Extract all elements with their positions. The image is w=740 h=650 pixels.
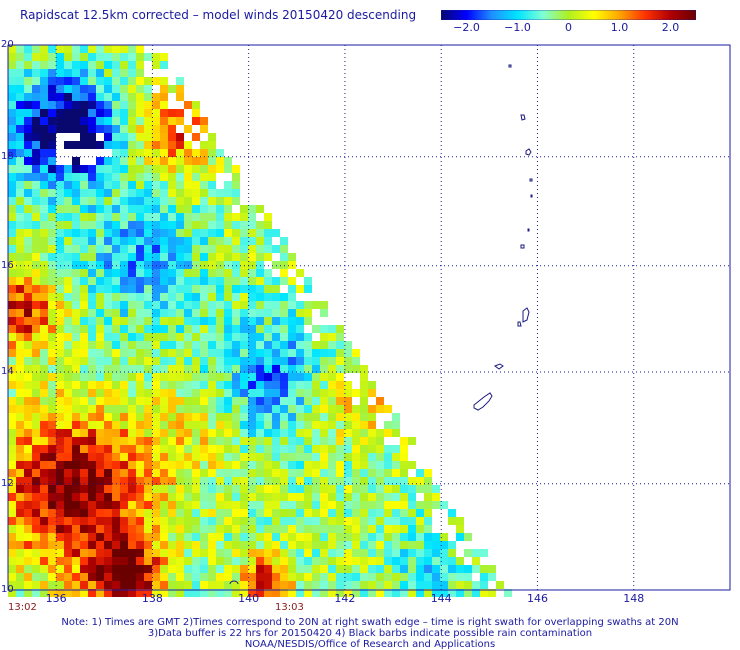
island-outline <box>527 228 530 232</box>
colorbar-tick-label: 1.0 <box>610 21 629 34</box>
island-outline <box>508 64 512 68</box>
island-outline <box>473 392 493 411</box>
latitude-label: 14 <box>1 366 14 377</box>
island-outline <box>517 321 522 327</box>
longitude-label: 144 <box>430 592 452 605</box>
longitude-label: 136 <box>45 592 67 605</box>
island-outline <box>522 307 530 323</box>
map-title: Rapidscat 12.5km corrected – model winds… <box>20 8 417 22</box>
colorbar-tick-label: −2.0 <box>453 21 480 34</box>
island-outline <box>525 148 532 156</box>
note-line-2: 3)Data buffer is 22 hrs for 20150420 4) … <box>147 628 593 639</box>
note-line-1: Note: 1) Times are GMT 2)Times correspon… <box>61 617 679 628</box>
longitude-label: 140 <box>238 592 260 605</box>
colorbar-tick-label: 0 <box>565 21 572 34</box>
island-outline <box>520 244 525 249</box>
colorbar <box>441 10 696 20</box>
longitude-label: 142 <box>334 592 356 605</box>
graticule <box>8 45 730 590</box>
latitude-label: 10 <box>1 584 14 595</box>
longitude-label: 148 <box>623 592 645 605</box>
colorbar-tick-label: −1.0 <box>504 21 531 34</box>
note-line-3: NOAA/NESDIS/Office of Research and Appli… <box>244 639 496 650</box>
time-label-right: 13:03 <box>275 602 304 613</box>
latitude-label: 20 <box>1 39 14 50</box>
island-outline <box>529 178 533 182</box>
island-outline <box>520 114 526 121</box>
island-outline <box>229 580 239 585</box>
colorbar-tick-label: 2.0 <box>661 21 680 34</box>
map-frame <box>7 44 731 591</box>
time-label-left: 13:02 <box>8 602 37 613</box>
swath-cells <box>8 45 512 597</box>
island-outline <box>493 363 504 370</box>
longitude-label: 146 <box>526 592 548 605</box>
latitude-label: 18 <box>1 150 14 162</box>
latitude-label: 12 <box>1 477 14 489</box>
coastlines <box>229 64 533 585</box>
latitude-label: 16 <box>1 259 14 271</box>
island-outline <box>530 194 533 198</box>
longitude-label: 138 <box>141 592 163 605</box>
